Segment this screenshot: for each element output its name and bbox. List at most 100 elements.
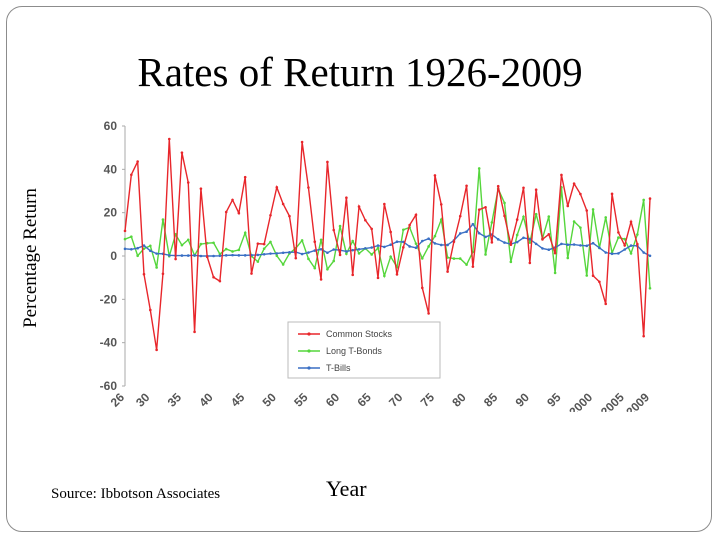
data-point xyxy=(186,181,190,184)
data-point xyxy=(130,235,133,239)
data-point xyxy=(351,239,355,243)
data-point xyxy=(193,254,196,257)
data-point xyxy=(243,254,247,257)
data-point xyxy=(642,251,645,254)
data-point xyxy=(319,238,323,242)
data-point xyxy=(471,222,475,226)
data-point xyxy=(446,243,449,247)
data-point xyxy=(420,257,424,260)
y-tick-label: 40 xyxy=(104,162,118,176)
data-point xyxy=(402,246,405,249)
data-point xyxy=(262,242,266,246)
data-point xyxy=(591,208,595,211)
legend-swatch-marker xyxy=(307,349,311,353)
data-point xyxy=(427,245,430,248)
data-point xyxy=(250,272,253,275)
data-point xyxy=(433,242,437,245)
data-point xyxy=(212,241,215,245)
data-point xyxy=(496,184,500,188)
data-point xyxy=(427,237,430,240)
series-line xyxy=(124,138,651,350)
data-point xyxy=(370,253,373,256)
y-axis-label: Percentage Return xyxy=(20,188,41,328)
data-point xyxy=(560,173,563,177)
data-point xyxy=(243,231,247,235)
data-point xyxy=(313,240,317,243)
x-tick-label: 90 xyxy=(513,390,533,410)
data-point xyxy=(623,237,626,241)
y-tick-label: -60 xyxy=(100,379,118,393)
data-point xyxy=(547,215,551,218)
data-point xyxy=(326,267,329,271)
data-point xyxy=(629,244,633,247)
data-point xyxy=(326,160,329,164)
data-point xyxy=(142,272,146,276)
data-point xyxy=(262,247,266,250)
data-point xyxy=(389,243,392,247)
y-tick-label: 60 xyxy=(104,119,118,133)
x-tick-label: 60 xyxy=(323,390,343,410)
data-point xyxy=(269,252,272,255)
data-point xyxy=(123,247,127,251)
data-point xyxy=(199,187,203,190)
data-point xyxy=(452,257,456,260)
data-point xyxy=(319,278,323,281)
y-tick-label: -20 xyxy=(100,292,118,306)
data-point xyxy=(256,253,260,257)
data-point xyxy=(300,252,304,256)
legend-label: Common Stocks xyxy=(326,329,393,339)
data-point xyxy=(528,241,532,244)
data-point xyxy=(414,213,418,217)
legend-label: T-Bills xyxy=(326,363,351,373)
data-point xyxy=(199,242,203,246)
data-point xyxy=(281,202,285,206)
data-point xyxy=(307,186,310,189)
data-point xyxy=(414,246,418,250)
data-point xyxy=(231,253,234,257)
data-point xyxy=(155,252,158,255)
data-point xyxy=(370,227,373,231)
data-point xyxy=(604,216,608,219)
data-point xyxy=(553,251,557,255)
data-point xyxy=(149,244,152,248)
data-point xyxy=(180,243,184,247)
data-point xyxy=(357,252,361,255)
data-point xyxy=(149,308,152,312)
data-point xyxy=(484,253,487,256)
data-point xyxy=(313,249,317,252)
data-point xyxy=(136,246,139,250)
data-point xyxy=(465,263,468,266)
data-point xyxy=(351,248,355,252)
data-point xyxy=(300,239,304,242)
y-tick-label: 0 xyxy=(110,249,117,263)
series-layer xyxy=(123,137,652,352)
data-point xyxy=(547,248,551,252)
data-point xyxy=(383,245,386,249)
x-tick-label: 50 xyxy=(260,390,280,410)
data-point xyxy=(591,274,595,278)
data-point xyxy=(427,312,430,315)
data-point xyxy=(180,254,184,257)
data-point xyxy=(598,280,601,284)
x-tick-label: 2000 xyxy=(566,390,595,412)
x-tick-label: 35 xyxy=(165,390,185,410)
data-point xyxy=(420,239,424,243)
data-point xyxy=(414,242,418,245)
data-point xyxy=(281,251,285,255)
legend-label: Long T-Bonds xyxy=(326,346,382,356)
data-point xyxy=(376,244,380,247)
series-line xyxy=(124,168,651,289)
data-point xyxy=(572,220,576,223)
data-point xyxy=(376,246,380,250)
data-point xyxy=(610,252,614,256)
data-point xyxy=(515,218,519,221)
data-point xyxy=(212,275,215,279)
data-point xyxy=(218,279,222,283)
data-point xyxy=(269,240,272,244)
data-point xyxy=(155,266,158,269)
data-point xyxy=(338,253,342,257)
data-point xyxy=(579,192,582,196)
data-point xyxy=(205,255,209,259)
data-point xyxy=(288,214,291,218)
